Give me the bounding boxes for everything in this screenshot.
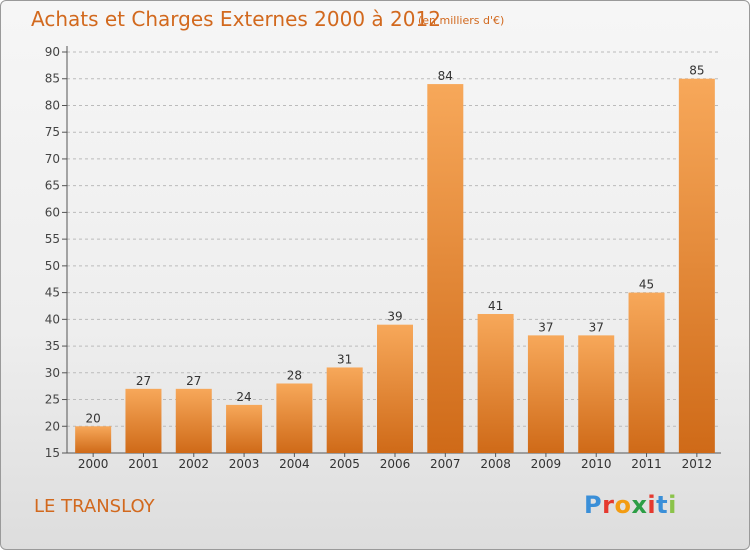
bar <box>326 367 363 453</box>
bar <box>477 313 514 453</box>
data-label: 37 <box>538 320 553 334</box>
y-tick-label: 25 <box>45 393 60 407</box>
x-tick-label: 2010 <box>581 457 612 471</box>
logo-letter: P <box>584 491 603 519</box>
logo-letter: t <box>656 491 669 519</box>
chart-title: Achats et Charges Externes 2000 à 2012 <box>31 7 441 31</box>
data-label: 37 <box>589 320 604 334</box>
data-label: 45 <box>639 278 654 292</box>
bar <box>226 404 263 453</box>
x-tick-label: 2012 <box>682 457 713 471</box>
y-tick-label: 20 <box>45 419 60 433</box>
y-tick-label: 35 <box>45 339 60 353</box>
bar <box>75 426 112 453</box>
data-label: 28 <box>287 368 302 382</box>
logo-letter: x <box>631 491 648 519</box>
y-tick-label: 70 <box>45 152 60 166</box>
x-tick-label: 2011 <box>631 457 662 471</box>
x-tick-label: 2004 <box>279 457 310 471</box>
x-tick-label: 2009 <box>531 457 562 471</box>
y-tick-label: 45 <box>45 286 60 300</box>
bar <box>578 335 615 453</box>
data-label: 41 <box>488 299 503 313</box>
bar <box>125 388 162 453</box>
x-tick-label: 2006 <box>380 457 411 471</box>
data-label: 31 <box>337 352 352 366</box>
data-label: 84 <box>438 69 453 83</box>
commune-name: LE TRANSLOY <box>34 496 155 517</box>
y-tick-label: 90 <box>45 45 60 59</box>
logo-letter: r <box>602 491 615 519</box>
y-tick-label: 55 <box>45 232 60 246</box>
data-label: 85 <box>689 64 704 78</box>
x-tick-label: 2001 <box>128 457 159 471</box>
y-tick-label: 75 <box>45 125 60 139</box>
data-label: 24 <box>236 390 251 404</box>
logo-letter: o <box>614 491 632 519</box>
data-label: 39 <box>387 310 402 324</box>
y-tick-label: 30 <box>45 366 60 380</box>
y-tick-label: 40 <box>45 312 60 326</box>
logo-letter: i <box>668 491 677 519</box>
y-tick-label: 60 <box>45 205 60 219</box>
bar <box>175 388 212 453</box>
bar <box>527 335 564 453</box>
y-tick-label: 50 <box>45 259 60 273</box>
bar <box>678 78 715 453</box>
x-tick-label: 2000 <box>78 457 109 471</box>
x-tick-label: 2003 <box>229 457 260 471</box>
x-tick-label: 2005 <box>329 457 360 471</box>
y-tick-label: 80 <box>45 98 60 112</box>
data-label: 27 <box>136 374 151 388</box>
logo-letter: i <box>647 491 657 519</box>
data-label: 27 <box>186 374 201 388</box>
x-tick-label: 2002 <box>178 457 209 471</box>
y-tick-label: 15 <box>45 446 60 460</box>
bar <box>377 324 413 453</box>
data-label: 20 <box>86 411 101 425</box>
chart-subtitle: (en milliers d'€) <box>418 14 505 27</box>
bar <box>276 383 313 453</box>
y-tick-label: 65 <box>45 179 60 193</box>
x-tick-label: 2008 <box>480 457 511 471</box>
bar <box>427 84 464 453</box>
proxiti-logo: Proxiti <box>584 491 677 519</box>
bar <box>628 292 665 453</box>
x-tick-label: 2007 <box>430 457 461 471</box>
y-tick-label: 85 <box>45 72 60 86</box>
